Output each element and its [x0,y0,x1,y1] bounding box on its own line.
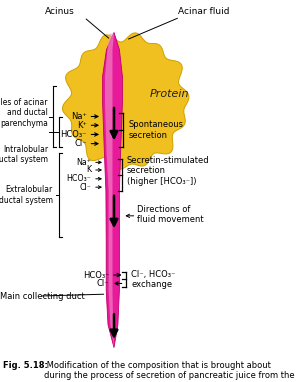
Text: Cl⁻: Cl⁻ [74,139,87,148]
Polygon shape [105,34,114,348]
Text: Cl⁻: Cl⁻ [80,183,92,192]
Text: Lobules of acinar
and ductal
parenchyma: Lobules of acinar and ductal parenchyma [0,98,48,128]
Text: Extralobular
ductal system: Extralobular ductal system [0,185,52,204]
Text: HCO₃⁻: HCO₃⁻ [67,174,92,183]
Text: Spontaneous
secretion: Spontaneous secretion [128,120,183,140]
Text: Secretin-stimulated
secretion
(higher [HCO₃⁻]): Secretin-stimulated secretion (higher [H… [127,156,209,186]
Text: Na⁺: Na⁺ [76,158,92,167]
Text: HCO₃⁻: HCO₃⁻ [61,130,87,139]
Text: Main collecting duct: Main collecting duct [0,291,85,301]
Text: K⁺: K⁺ [77,121,87,130]
Text: Protein: Protein [150,89,189,99]
Text: Acinar fluid: Acinar fluid [178,7,230,16]
Text: Cl⁻: Cl⁻ [97,279,110,288]
Text: Modification of the composition that is brought about
during the process of secr: Modification of the composition that is … [44,361,294,382]
Text: Fig. 5.18:: Fig. 5.18: [3,361,48,370]
Polygon shape [103,32,122,348]
Text: Cl⁻, HCO₃⁻
exchange: Cl⁻, HCO₃⁻ exchange [131,270,176,289]
Text: Directions of
fluid movement: Directions of fluid movement [137,205,204,224]
Text: Na⁺: Na⁺ [71,112,87,121]
Text: Acinus: Acinus [45,7,75,16]
Polygon shape [62,33,189,169]
Text: K: K [86,165,92,175]
Text: HCO₃⁻: HCO₃⁻ [83,270,110,280]
Text: Intralobular
ductal system: Intralobular ductal system [0,145,48,164]
